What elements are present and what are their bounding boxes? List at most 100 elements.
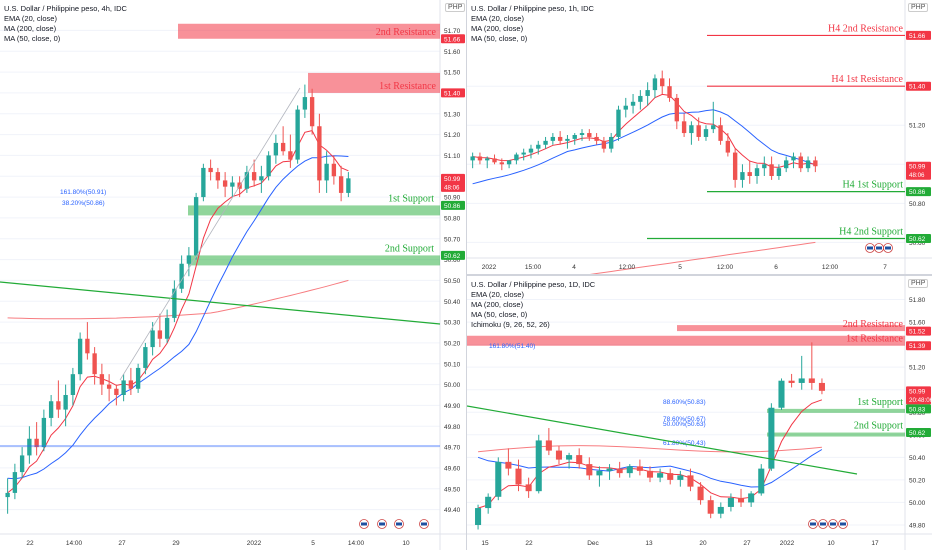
candle-body-1d[interactable] (586, 464, 593, 476)
candle-body-1h[interactable] (667, 86, 672, 98)
candle-body-4h[interactable] (172, 288, 177, 318)
level-zone-4h[interactable] (308, 72, 440, 93)
currency-label-1d[interactable]: PHP (908, 279, 929, 288)
ma200-line-1h[interactable] (473, 241, 816, 274)
candle-body-1d[interactable] (818, 382, 825, 391)
indicator-ichimoku-1d[interactable]: Ichimoku (9, 26, 52, 26) (471, 320, 550, 329)
candle-body-1h[interactable] (791, 156, 796, 161)
candle-body-4h[interactable] (143, 347, 148, 368)
candle-body-1h[interactable] (557, 136, 563, 141)
price-badge-1d[interactable] (906, 386, 931, 405)
candle-body-1d[interactable] (717, 506, 724, 514)
ema-line-1h[interactable] (472, 93, 816, 168)
candle-body-4h[interactable] (150, 330, 155, 348)
level-zone-4h[interactable] (178, 23, 440, 39)
candle-body-4h[interactable] (201, 167, 206, 198)
candle-body-1h[interactable] (579, 133, 585, 135)
candle-body-4h[interactable] (288, 151, 293, 160)
price-badge-1d[interactable] (906, 341, 931, 351)
candle-body-4h[interactable] (280, 142, 286, 152)
candle-body-4h[interactable] (99, 374, 105, 385)
price-badge-1h[interactable] (906, 81, 931, 91)
indicator-ema-4h[interactable]: EMA (20, close) (4, 14, 57, 23)
candle-body-1h[interactable] (536, 144, 541, 149)
candle-body-4h[interactable] (92, 353, 97, 375)
price-badge-1h[interactable] (906, 161, 931, 180)
price-badge-4h[interactable] (441, 250, 465, 260)
candle-body-1h[interactable] (565, 138, 570, 141)
candle-body-1d[interactable] (555, 450, 563, 460)
candle-body-1h[interactable] (470, 156, 475, 161)
candle-body-1h[interactable] (674, 97, 679, 122)
candle-body-1d[interactable] (626, 466, 633, 474)
candle-body-4h[interactable] (302, 97, 308, 110)
candle-body-1h[interactable] (681, 121, 687, 134)
chart-4h-canvas[interactable]: 51.7051.6051.5051.4051.3051.2051.1051.00… (0, 0, 466, 550)
candle-body-4h[interactable] (48, 401, 54, 418)
candle-body-1h[interactable] (740, 172, 745, 180)
candle-body-4h[interactable] (338, 176, 344, 193)
candle-body-1h[interactable] (696, 125, 701, 137)
candle-body-1d[interactable] (798, 378, 805, 383)
candle-body-1d[interactable] (808, 378, 815, 383)
candle-body-1d[interactable] (606, 468, 613, 471)
candle-body-4h[interactable] (259, 176, 264, 181)
candle-body-1h[interactable] (521, 152, 526, 155)
candle-body-1h[interactable] (754, 168, 760, 176)
candle-body-1h[interactable] (485, 158, 490, 161)
panel-divider-vertical[interactable] (466, 0, 467, 550)
candle-body-4h[interactable] (186, 255, 192, 264)
price-badge-1h[interactable] (906, 30, 931, 40)
trendline-4h[interactable] (0, 281, 441, 325)
candle-body-4h[interactable] (85, 338, 90, 354)
candle-body-4h[interactable] (34, 438, 39, 448)
candle-body-4h[interactable] (309, 97, 315, 127)
candle-body-1d[interactable] (768, 407, 775, 469)
candle-body-1d[interactable] (727, 497, 734, 507)
candle-body-4h[interactable] (230, 182, 235, 187)
price-badge-4h[interactable] (441, 88, 465, 98)
candle-body-1h[interactable] (805, 160, 811, 169)
candle-body-1d[interactable] (566, 455, 573, 460)
candle-body-4h[interactable] (251, 172, 257, 181)
candle-body-4h[interactable] (114, 388, 119, 395)
candle-body-1h[interactable] (689, 125, 694, 134)
indicator-ma50-1h[interactable]: MA (50, close, 0) (471, 34, 528, 43)
candle-body-4h[interactable] (324, 163, 329, 181)
candle-body-4h[interactable] (244, 172, 250, 189)
candle-body-1d[interactable] (788, 380, 795, 383)
candle-body-1h[interactable] (645, 90, 650, 96)
candle-body-1h[interactable] (506, 160, 512, 165)
candle-body-1h[interactable] (601, 140, 607, 149)
ma200-line-1d[interactable] (478, 445, 822, 453)
candle-body-4h[interactable] (135, 367, 141, 389)
candle-body-1h[interactable] (725, 140, 731, 153)
candle-body-4h[interactable] (179, 263, 184, 289)
candle-body-1d[interactable] (515, 468, 522, 485)
ma50-line-4h[interactable] (7, 155, 349, 480)
candle-body-1h[interactable] (703, 129, 709, 137)
price-badge-4h[interactable] (441, 200, 465, 210)
candle-body-4h[interactable] (121, 380, 126, 395)
price-badge-4h[interactable] (441, 173, 465, 192)
indicator-ema-1h[interactable]: EMA (20, close) (471, 14, 524, 23)
currency-label-4h[interactable]: PHP (445, 3, 466, 12)
chart-panel-1d[interactable]: 51.8051.6051.4051.2051.0050.8050.6050.40… (467, 276, 932, 550)
candle-body-1h[interactable] (499, 162, 504, 165)
price-badge-1h[interactable] (906, 187, 931, 197)
candle-body-1h[interactable] (528, 148, 534, 153)
level-zone-4h[interactable] (188, 255, 440, 266)
candle-body-4h[interactable] (164, 317, 170, 339)
ma50-line-1h[interactable] (472, 109, 816, 185)
candle-body-4h[interactable] (222, 180, 228, 187)
indicator-ema-1d[interactable]: EMA (20, close) (471, 290, 524, 299)
candle-body-1h[interactable] (718, 125, 723, 141)
candle-body-1d[interactable] (748, 493, 755, 503)
candle-body-4h[interactable] (19, 455, 25, 473)
candle-body-4h[interactable] (273, 142, 279, 156)
candle-body-1h[interactable] (798, 156, 803, 169)
candle-body-1d[interactable] (737, 497, 745, 503)
candle-body-4h[interactable] (106, 384, 112, 389)
candle-body-1h[interactable] (638, 95, 643, 102)
